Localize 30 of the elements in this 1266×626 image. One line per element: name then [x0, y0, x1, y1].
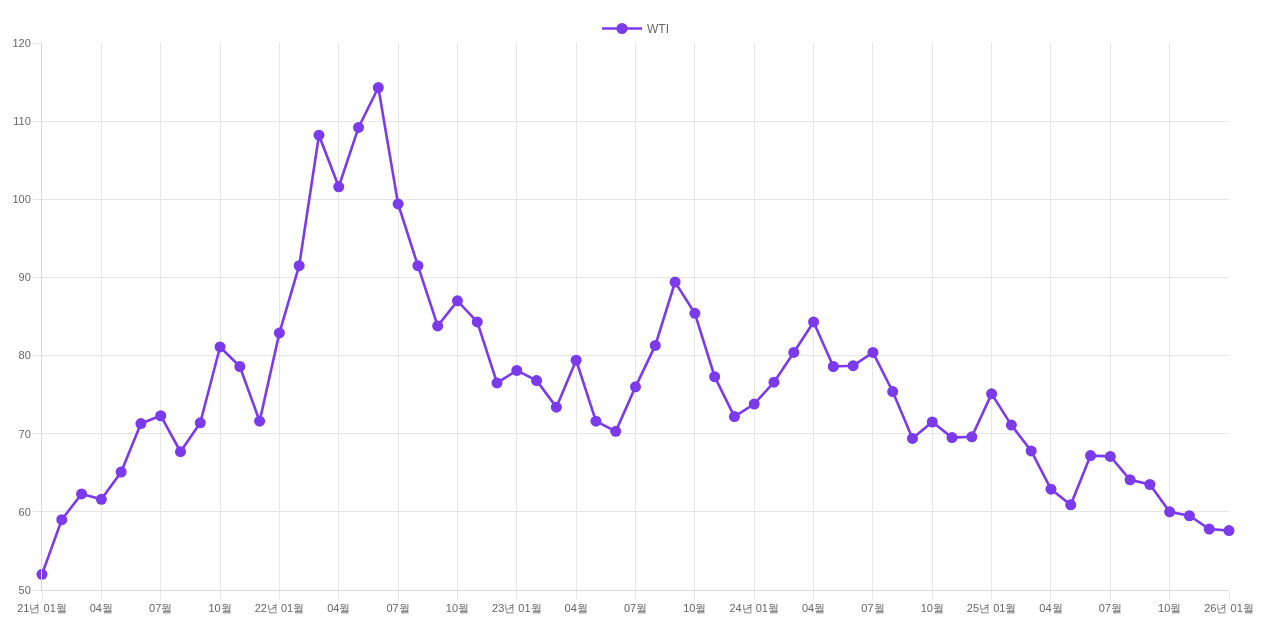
- y-tick-label: 70: [18, 427, 31, 440]
- x-tick-label: 07월: [1098, 602, 1122, 615]
- x-tick-label: 04월: [327, 602, 351, 615]
- x-tick-label: 10월: [445, 602, 470, 615]
- x-tick-label: 04월: [1039, 602, 1063, 615]
- x-tick-label: 10월: [683, 602, 707, 615]
- y-tick-label: 80: [18, 349, 31, 362]
- legend-label: WTI: [647, 22, 669, 37]
- y-tick-label: 100: [12, 193, 31, 206]
- x-tick-label: 10월: [920, 602, 944, 615]
- x-tick-label: 26년 01월: [1204, 602, 1254, 615]
- x-tick-label: 07월: [861, 602, 885, 615]
- x-tick-label: 22년 01월: [254, 602, 305, 615]
- x-tick-label: 04월: [564, 602, 588, 615]
- y-tick-label: 120: [12, 36, 31, 49]
- y-tick-label: 60: [18, 505, 31, 518]
- y-tick-label: 110: [13, 114, 31, 127]
- x-tick-label: 07월: [386, 602, 410, 615]
- x-tick-label: 04월: [801, 602, 826, 615]
- x-tick-label: 23년 01월: [492, 602, 542, 615]
- x-tick-label: 07월: [149, 602, 173, 615]
- x-tick-label: 24년 01월: [729, 602, 779, 615]
- x-tick-label: 25년 01월: [966, 602, 1017, 615]
- y-tick-label: 90: [18, 271, 31, 284]
- x-tick-label: 07월: [623, 602, 648, 615]
- x-tick-label: 04월: [89, 602, 113, 615]
- y-tick-label: 50: [18, 583, 31, 596]
- x-tick-label: 10월: [208, 602, 232, 615]
- x-tick-label: 21년 01월: [17, 602, 67, 615]
- x-tick-label: 10월: [1158, 602, 1182, 615]
